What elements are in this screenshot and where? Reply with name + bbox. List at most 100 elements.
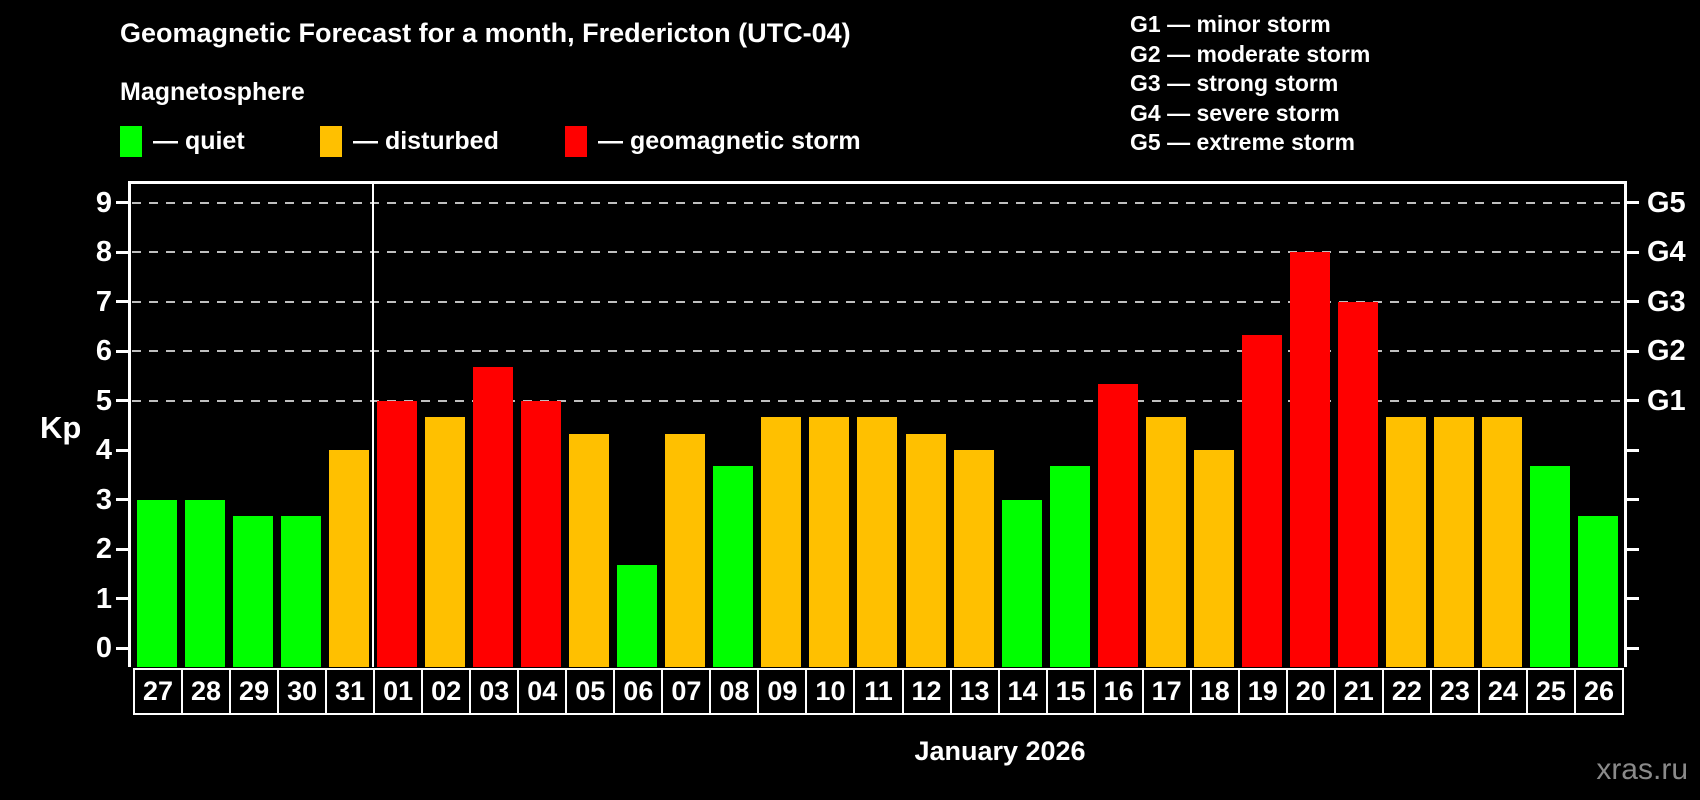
legend-item-quiet: — quiet [120, 125, 245, 158]
month-separator-line [372, 183, 375, 667]
y-axis-tick-label-3: 3 [95, 483, 112, 516]
kp-bar-day-21 [1337, 301, 1378, 667]
y-axis-tick-label-6: 6 [95, 335, 112, 367]
right-axis-line [1624, 183, 1627, 667]
left-tick-kp-3 [116, 498, 129, 501]
day-label-23: 23 [1429, 668, 1480, 715]
watermark: xras.ru [1596, 753, 1688, 786]
kp-bar-day-18 [1193, 450, 1234, 667]
day-label-09: 09 [757, 668, 808, 715]
gridline-kp-7 [132, 300, 1623, 303]
left-tick-kp-4 [116, 448, 129, 452]
day-label-20: 20 [1285, 668, 1336, 715]
day-label-08: 08 [709, 668, 760, 715]
day-label-30: 30 [277, 668, 328, 715]
kp-bar-day-23 [1433, 416, 1474, 667]
right-tick-kp-0 [1626, 646, 1639, 650]
day-label-18: 18 [1189, 668, 1240, 715]
gridline-kp-5 [132, 399, 1623, 402]
day-label-25: 25 [1525, 668, 1576, 715]
plot-area [130, 183, 1625, 667]
day-label-31: 31 [325, 668, 376, 715]
disturbed-color-swatch [320, 126, 342, 157]
right-tick-kp-1 [1626, 597, 1639, 600]
storm-scale-legend: G1 — minor storm G2 — moderate storm G3 … [1130, 10, 1370, 158]
day-label-22: 22 [1381, 668, 1432, 715]
storm-legend-label: — geomagnetic storm [598, 127, 861, 155]
right-axis-label-g1: G1 [1647, 384, 1686, 417]
right-tick-kp-6 [1626, 349, 1639, 353]
magnetosphere-label: Magnetosphere [120, 78, 305, 106]
gridline-kp-6 [132, 350, 1623, 352]
chart-title: Geomagnetic Forecast for a month, Freder… [120, 18, 851, 48]
day-label-01: 01 [373, 668, 424, 715]
kp-bar-day-04 [521, 400, 562, 667]
day-label-11: 11 [853, 668, 904, 715]
kp-bar-day-15 [1049, 466, 1090, 667]
y-axis-tick-label-8: 8 [95, 236, 112, 268]
kp-bar-day-07 [665, 433, 706, 667]
left-tick-kp-1 [116, 597, 129, 600]
kp-bar-day-19 [1241, 334, 1282, 667]
right-tick-kp-9 [1626, 201, 1639, 204]
day-label-27: 27 [133, 668, 184, 715]
quiet-legend-label: — quiet [153, 127, 245, 155]
kp-bar-day-29 [233, 515, 274, 667]
y-axis-tick-label-5: 5 [95, 384, 112, 417]
day-label-02: 02 [421, 668, 472, 715]
kp-bar-day-08 [713, 466, 754, 667]
kp-bar-day-03 [473, 367, 514, 667]
kp-bar-day-09 [761, 416, 802, 667]
kp-bar-day-31 [329, 450, 370, 667]
day-label-19: 19 [1237, 668, 1288, 715]
kp-bar-day-12 [905, 433, 946, 667]
day-label-28: 28 [181, 668, 232, 715]
left-tick-kp-6 [116, 349, 129, 353]
kp-axis-label: Kp [40, 410, 82, 445]
kp-bar-day-14 [1001, 499, 1042, 667]
right-tick-kp-4 [1626, 448, 1639, 452]
y-axis-tick-label-2: 2 [95, 533, 112, 565]
kp-bar-day-13 [953, 450, 994, 667]
y-axis-tick-label-7: 7 [95, 285, 112, 318]
left-tick-kp-0 [116, 646, 129, 650]
legend-item-disturbed: — disturbed [320, 125, 499, 158]
disturbed-legend-label: — disturbed [353, 127, 499, 155]
kp-bar-day-11 [857, 416, 898, 667]
legend-item-storm: — geomagnetic storm [565, 125, 861, 158]
day-label-17: 17 [1141, 668, 1192, 715]
day-label-29: 29 [229, 668, 280, 715]
left-tick-kp-2 [116, 547, 129, 551]
kp-bar-day-28 [185, 499, 226, 667]
y-axis-tick-label-0: 0 [95, 632, 112, 664]
right-axis-label-g3: G3 [1647, 285, 1686, 318]
kp-bar-day-06 [617, 565, 658, 667]
kp-bar-day-16 [1097, 384, 1138, 667]
quiet-color-swatch [120, 126, 142, 157]
plot-top-frame [128, 181, 1627, 184]
g1-legend-line: G1 — minor storm [1130, 11, 1331, 37]
right-tick-kp-2 [1626, 547, 1639, 551]
day-label-26: 26 [1573, 668, 1624, 715]
kp-bar-day-20 [1289, 252, 1330, 667]
kp-bar-day-24 [1481, 416, 1522, 667]
g4-legend-line: G4 — severe storm [1130, 99, 1340, 126]
day-label-21: 21 [1333, 668, 1384, 715]
kp-bar-day-05 [569, 433, 610, 667]
right-tick-kp-8 [1626, 250, 1639, 254]
left-tick-kp-7 [116, 300, 129, 303]
right-tick-kp-5 [1626, 399, 1639, 402]
kp-bar-day-10 [809, 416, 850, 667]
g3-legend-line: G3 — strong storm [1130, 70, 1339, 96]
day-label-04: 04 [517, 668, 568, 715]
day-label-15: 15 [1045, 668, 1096, 715]
y-axis-tick-label-1: 1 [95, 582, 112, 615]
day-label-13: 13 [949, 668, 1000, 715]
left-axis-line [128, 183, 131, 667]
kp-bar-day-17 [1145, 416, 1186, 667]
day-label-24: 24 [1477, 668, 1528, 715]
kp-bar-day-22 [1385, 416, 1426, 667]
day-label-10: 10 [805, 668, 856, 715]
y-axis-tick-label-4: 4 [95, 434, 112, 466]
